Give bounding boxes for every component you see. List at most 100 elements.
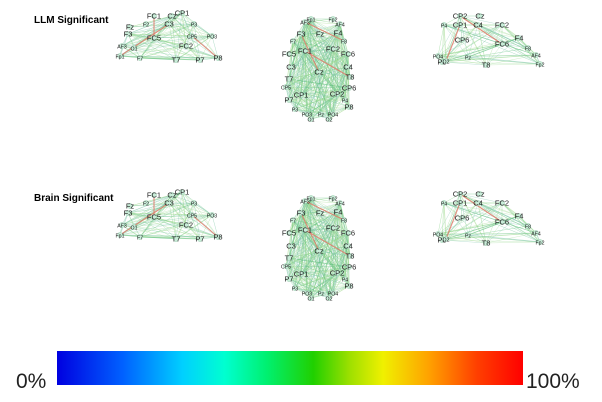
connection-edge [119, 234, 219, 238]
electrode-label: F4 [334, 208, 343, 217]
electrode-label: CP2 [330, 90, 345, 99]
connection-edge [467, 56, 487, 66]
electrode-node [525, 45, 531, 51]
connection-edge [288, 78, 350, 89]
electrode-label: AF3 [117, 224, 127, 230]
connection-edge [175, 35, 213, 61]
connection-edge [445, 215, 520, 240]
connection-edge [445, 54, 537, 62]
connection-edge [294, 108, 312, 120]
electrode-node [477, 191, 483, 197]
electrode-node [345, 64, 351, 70]
connection-edge [300, 266, 350, 275]
electrode-label: PO3 [207, 35, 217, 41]
connection-edge [294, 245, 349, 289]
connection-edge [485, 232, 537, 244]
connection-edge [127, 212, 177, 240]
connection-edge [441, 61, 487, 66]
connection-edge [310, 285, 350, 299]
connection-edge [294, 212, 302, 289]
electrode-node [143, 21, 149, 27]
electrode-node [191, 21, 197, 27]
strong-connection-edge [191, 35, 219, 59]
connection-edge [459, 193, 541, 243]
connection-edge [501, 43, 541, 65]
connection-edge [445, 202, 479, 240]
connection-edge [485, 241, 541, 244]
electrode-node [119, 222, 125, 228]
connection-edge [294, 108, 330, 120]
connection-edge [485, 54, 537, 66]
electrode-node [475, 22, 481, 28]
electrode-label: T7 [172, 56, 181, 65]
connection-edge [193, 202, 219, 238]
electrode-label: AF4 [531, 232, 541, 238]
electrode-node [335, 209, 341, 215]
connection-edge [288, 87, 350, 101]
connection-edge [443, 202, 463, 219]
electrode-node [537, 239, 543, 245]
connection-edge [294, 272, 338, 289]
connection-edge [294, 33, 302, 110]
connection-edge [300, 33, 349, 55]
electrode-label: Cz [167, 191, 176, 200]
connection-edge [119, 45, 187, 57]
electrode-label: C3 [286, 63, 296, 72]
connection-edge [121, 45, 219, 59]
electrode-node [346, 104, 352, 110]
electrode-node [283, 263, 289, 269]
electrode-node [151, 35, 157, 41]
connection-edges [285, 18, 351, 120]
connection-edge [185, 224, 201, 240]
electrode-label: CP5 [187, 214, 197, 220]
electrode-label: FC5 [282, 50, 296, 59]
electrode-label: T8 [482, 61, 491, 70]
electrode-node [465, 54, 471, 60]
connection-edge [518, 215, 541, 243]
connection-edge [119, 194, 173, 236]
connection-edge [185, 224, 219, 238]
connection-edge [443, 202, 469, 236]
electrode-label: T7 [285, 254, 294, 263]
electrode-node [499, 22, 505, 28]
connection-edge [119, 216, 155, 236]
connection-edge [129, 202, 195, 207]
electrode-node [537, 61, 543, 67]
connection-edge [467, 215, 520, 236]
electrode-node [286, 76, 292, 82]
connection-edge [292, 18, 312, 42]
connection-edge [211, 35, 219, 59]
electrode-node [457, 13, 463, 19]
electrode-node [337, 21, 343, 27]
electrode-label: Pz [465, 56, 471, 62]
electrode-label: Cz [314, 247, 323, 256]
connection-edge [459, 15, 541, 65]
connection-edge [185, 35, 213, 47]
connection-edge [485, 37, 520, 66]
electrode-label: Fp2 [329, 18, 338, 24]
strong-connection-edge [304, 200, 345, 221]
connection-edge [288, 227, 334, 259]
connection-edge [304, 229, 334, 294]
connection-edge [437, 24, 503, 57]
connection-edge [193, 23, 219, 59]
connection-edge [437, 55, 469, 58]
electrode-node [330, 290, 336, 296]
electrode-node [169, 13, 175, 19]
connection-edge [306, 106, 350, 115]
electrode-node [286, 230, 292, 236]
electrode-label: C4 [343, 63, 353, 72]
electrode-label: PO4 [328, 292, 338, 298]
electrode-node [347, 74, 353, 80]
electrode-label: F4 [515, 34, 524, 43]
connection-edge [139, 37, 155, 59]
connection-edge [441, 239, 487, 244]
connection-edge [477, 24, 529, 49]
connection-edge [193, 23, 213, 37]
electrode-node [318, 111, 324, 117]
strong-connection-edge [191, 214, 219, 238]
connection-edge [467, 202, 503, 236]
electrode-label: CP6 [455, 36, 470, 45]
electrode-label: P3 [292, 108, 298, 114]
